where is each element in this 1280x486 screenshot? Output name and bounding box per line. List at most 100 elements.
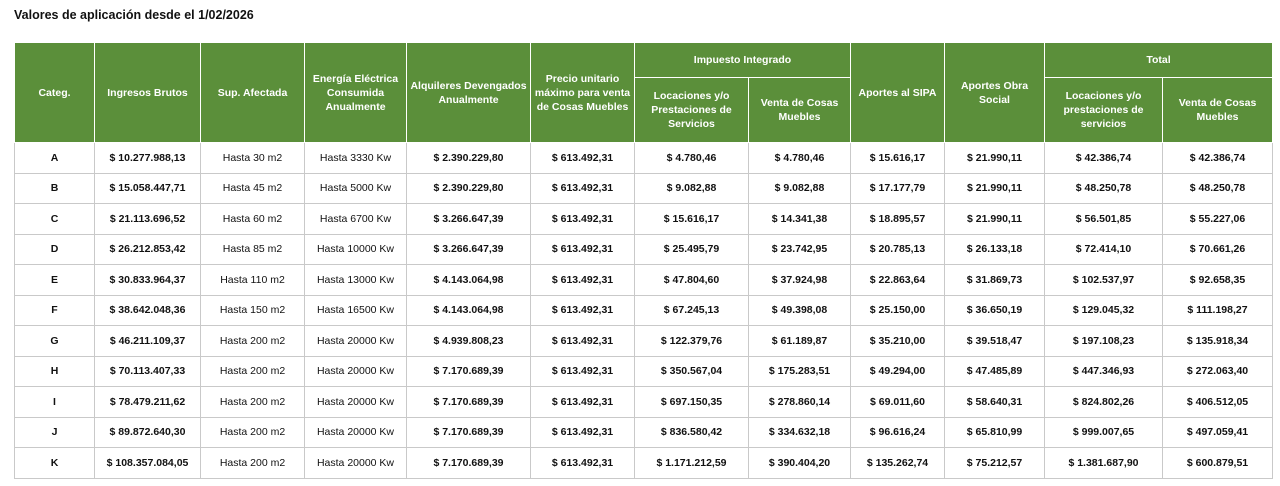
- cell-energia: Hasta 20000 Kw: [304, 355, 407, 387]
- cell-total-locaciones: $ 56.501,85: [1044, 203, 1163, 235]
- cell-energia: Hasta 20000 Kw: [304, 447, 407, 479]
- cell-aportes-sipa: $ 49.294,00: [850, 355, 945, 387]
- cell-superficie: Hasta 200 m2: [200, 447, 305, 479]
- cell-alquileres: $ 7.170.689,39: [406, 447, 531, 479]
- table-row: J $ 89.872.640,30 Hasta 200 m2 Hasta 20000 …: [14, 416, 1273, 448]
- cell-categ: C: [14, 203, 95, 235]
- cell-precio-unitario: $ 613.492,31: [530, 172, 635, 204]
- header-aportes-sipa: Aportes al SIPA: [850, 42, 945, 143]
- cell-categ: H: [14, 355, 95, 387]
- cell-total-venta: $ 406.512,05: [1162, 386, 1273, 418]
- cell-aportes-obra-social: $ 65.810,99: [944, 416, 1045, 448]
- cell-aportes-obra-social: $ 47.485,89: [944, 355, 1045, 387]
- cell-precio-unitario: $ 613.492,31: [530, 447, 635, 479]
- cell-impuesto-venta: $ 61.189,87: [748, 325, 851, 357]
- cell-impuesto-locaciones: $ 4.780,46: [634, 142, 749, 174]
- cell-aportes-sipa: $ 18.895,57: [850, 203, 945, 235]
- cell-ingresos-brutos: $ 15.058.447,71: [94, 172, 201, 204]
- cell-total-locaciones: $ 102.537,97: [1044, 264, 1163, 296]
- cell-aportes-obra-social: $ 26.133,18: [944, 233, 1045, 265]
- cell-aportes-sipa: $ 15.616,17: [850, 142, 945, 174]
- cell-categ: E: [14, 264, 95, 296]
- cell-impuesto-venta: $ 390.404,20: [748, 447, 851, 479]
- cell-total-locaciones: $ 999.007,65: [1044, 416, 1163, 448]
- table-body: A $ 10.277.988,13 Hasta 30 m2 Hasta 3330 Kw…: [14, 142, 1273, 479]
- cell-alquileres: $ 7.170.689,39: [406, 355, 531, 387]
- cell-superficie: Hasta 150 m2: [200, 294, 305, 326]
- header-precio-unitario: Precio unitario máximo para venta de Cos…: [530, 42, 635, 143]
- cell-ingresos-brutos: $ 70.113.407,33: [94, 355, 201, 387]
- header-impuesto-venta: Venta de Cosas Muebles: [748, 77, 851, 143]
- cell-precio-unitario: $ 613.492,31: [530, 386, 635, 418]
- cell-ingresos-brutos: $ 21.113.696,52: [94, 203, 201, 235]
- cell-precio-unitario: $ 613.492,31: [530, 203, 635, 235]
- header-impuesto-locaciones: Locaciones y/o Prestaciones de Servicios: [634, 77, 749, 143]
- cell-alquileres: $ 3.266.647,39: [406, 233, 531, 265]
- cell-energia: Hasta 20000 Kw: [304, 325, 407, 357]
- cell-ingresos-brutos: $ 38.642.048,36: [94, 294, 201, 326]
- cell-ingresos-brutos: $ 26.212.853,42: [94, 233, 201, 265]
- cell-total-venta: $ 272.063,40: [1162, 355, 1273, 387]
- cell-ingresos-brutos: $ 30.833.964,37: [94, 264, 201, 296]
- cell-impuesto-venta: $ 334.632,18: [748, 416, 851, 448]
- cell-precio-unitario: $ 613.492,31: [530, 233, 635, 265]
- table-row: H $ 70.113.407,33 Hasta 200 m2 Hasta 20000 …: [14, 355, 1273, 387]
- cell-total-venta: $ 135.918,34: [1162, 325, 1273, 357]
- table-row: G $ 46.211.109,37 Hasta 200 m2 Hasta 20000 …: [14, 325, 1273, 357]
- table-row: I $ 78.479.211,62 Hasta 200 m2 Hasta 20000 …: [14, 386, 1273, 418]
- cell-aportes-sipa: $ 20.785,13: [850, 233, 945, 265]
- page-title: Valores de aplicación desde el 1/02/2026: [14, 8, 254, 22]
- cell-energia: Hasta 16500 Kw: [304, 294, 407, 326]
- cell-superficie: Hasta 110 m2: [200, 264, 305, 296]
- cell-aportes-obra-social: $ 75.212,57: [944, 447, 1045, 479]
- cell-impuesto-locaciones: $ 15.616,17: [634, 203, 749, 235]
- cell-alquileres: $ 4.939.808,23: [406, 325, 531, 357]
- cell-ingresos-brutos: $ 108.357.084,05: [94, 447, 201, 479]
- cell-impuesto-venta: $ 9.082,88: [748, 172, 851, 204]
- cell-superficie: Hasta 30 m2: [200, 142, 305, 174]
- cell-total-venta: $ 111.198,27: [1162, 294, 1273, 326]
- cell-total-locaciones: $ 824.802,26: [1044, 386, 1163, 418]
- cell-energia: Hasta 20000 Kw: [304, 416, 407, 448]
- cell-energia: Hasta 20000 Kw: [304, 386, 407, 418]
- header-aportes-obra-social: Aportes Obra Social: [944, 42, 1045, 143]
- cell-alquileres: $ 4.143.064,98: [406, 264, 531, 296]
- cell-energia: Hasta 13000 Kw: [304, 264, 407, 296]
- cell-total-locaciones: $ 129.045,32: [1044, 294, 1163, 326]
- header-alquileres: Alquileres Devengados Anualmente: [406, 42, 531, 143]
- cell-alquileres: $ 3.266.647,39: [406, 203, 531, 235]
- cell-energia: Hasta 6700 Kw: [304, 203, 407, 235]
- header-total-locaciones: Locaciones y/o prestaciones de servicios: [1044, 77, 1163, 143]
- cell-precio-unitario: $ 613.492,31: [530, 355, 635, 387]
- table-row: D $ 26.212.853,42 Hasta 85 m2 Hasta 10000 K…: [14, 233, 1273, 265]
- cell-aportes-sipa: $ 96.616,24: [850, 416, 945, 448]
- cell-superficie: Hasta 200 m2: [200, 355, 305, 387]
- cell-superficie: Hasta 200 m2: [200, 325, 305, 357]
- header-superficie: Sup. Afectada: [200, 42, 305, 143]
- cell-total-venta: $ 48.250,78: [1162, 172, 1273, 204]
- cell-aportes-sipa: $ 17.177,79: [850, 172, 945, 204]
- cell-impuesto-locaciones: $ 836.580,42: [634, 416, 749, 448]
- cell-total-venta: $ 600.879,51: [1162, 447, 1273, 479]
- cell-superficie: Hasta 45 m2: [200, 172, 305, 204]
- header-total: Total: [1044, 42, 1273, 78]
- cell-categ: G: [14, 325, 95, 357]
- cell-categ: A: [14, 142, 95, 174]
- cell-energia: Hasta 5000 Kw: [304, 172, 407, 204]
- header-total-venta: Venta de Cosas Muebles: [1162, 77, 1273, 143]
- table-row: A $ 10.277.988,13 Hasta 30 m2 Hasta 3330 Kw…: [14, 142, 1273, 174]
- cell-aportes-sipa: $ 35.210,00: [850, 325, 945, 357]
- cell-ingresos-brutos: $ 10.277.988,13: [94, 142, 201, 174]
- cell-superficie: Hasta 200 m2: [200, 386, 305, 418]
- cell-precio-unitario: $ 613.492,31: [530, 325, 635, 357]
- cell-total-locaciones: $ 42.386,74: [1044, 142, 1163, 174]
- table-row: F $ 38.642.048,36 Hasta 150 m2 Hasta 16500 …: [14, 294, 1273, 326]
- cell-aportes-sipa: $ 135.262,74: [850, 447, 945, 479]
- cell-impuesto-locaciones: $ 1.171.212,59: [634, 447, 749, 479]
- cell-impuesto-venta: $ 23.742,95: [748, 233, 851, 265]
- cell-impuesto-venta: $ 37.924,98: [748, 264, 851, 296]
- cell-categ: K: [14, 447, 95, 479]
- table-row: B $ 15.058.447,71 Hasta 45 m2 Hasta 5000 Kw…: [14, 172, 1273, 204]
- cell-aportes-obra-social: $ 21.990,11: [944, 142, 1045, 174]
- cell-aportes-obra-social: $ 21.990,11: [944, 203, 1045, 235]
